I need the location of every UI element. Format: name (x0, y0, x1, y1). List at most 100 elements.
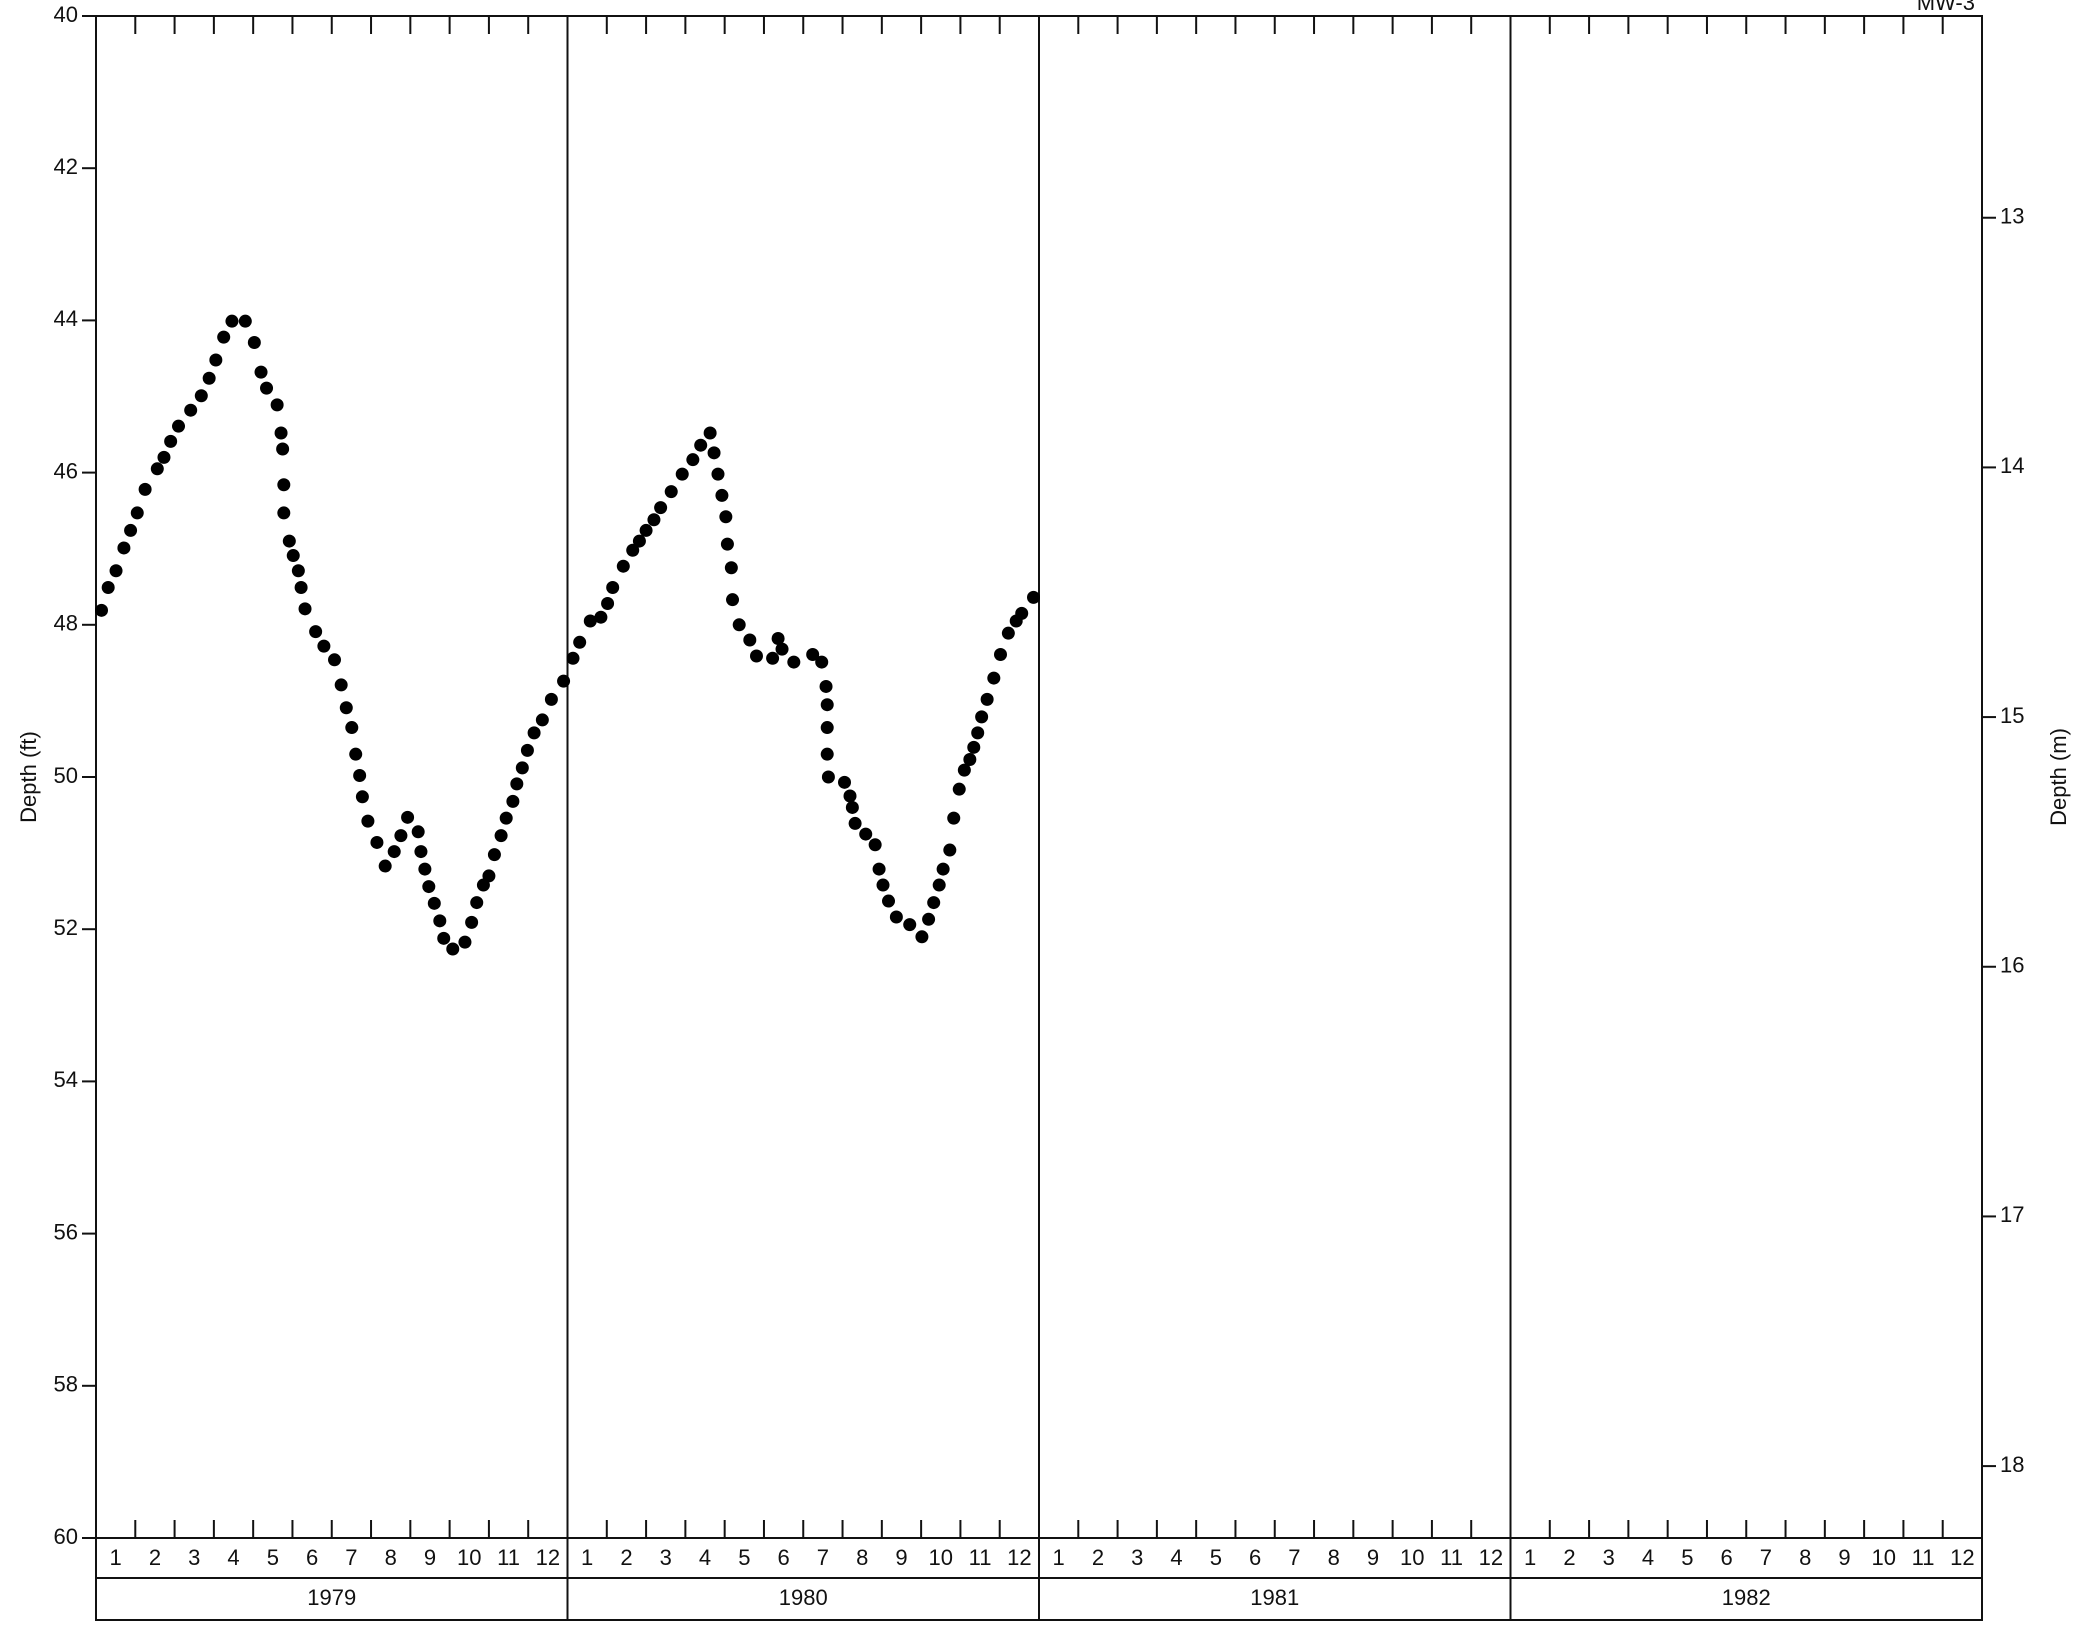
y2-axis-label: Depth (m) (2046, 728, 2071, 826)
x-tick-label: 12 (1479, 1545, 1503, 1570)
data-point (1026, 590, 1040, 604)
y2-tick-label: 18 (2000, 1452, 2024, 1477)
x-tick-label: 2 (1563, 1545, 1575, 1570)
x-tick-label: 3 (660, 1545, 672, 1570)
data-point (943, 843, 957, 857)
x-tick-label: 9 (895, 1545, 907, 1570)
x-tick-label: 7 (817, 1545, 829, 1570)
data-point (387, 845, 401, 859)
data-point (427, 896, 441, 910)
data-point (535, 713, 549, 727)
data-point (601, 596, 615, 610)
y-tick-label: 58 (54, 1372, 78, 1397)
data-point (947, 811, 961, 825)
data-point (1001, 626, 1015, 640)
data-point (694, 438, 708, 452)
x-tick-label: 1 (110, 1545, 122, 1570)
data-point (732, 618, 746, 632)
data-point (980, 692, 994, 706)
data-point (418, 862, 432, 876)
data-point (345, 721, 359, 735)
data-point (482, 869, 496, 883)
year-label: 1980 (779, 1585, 828, 1610)
x-tick-label: 4 (1170, 1545, 1182, 1570)
data-point (720, 537, 734, 551)
data-point (845, 800, 859, 814)
x-tick-label: 10 (1400, 1545, 1424, 1570)
data-point (238, 314, 252, 328)
data-point (370, 835, 384, 849)
data-point (843, 789, 857, 803)
data-point (922, 912, 936, 926)
data-point (859, 827, 873, 841)
data-point (164, 434, 178, 448)
x-tick-label: 5 (267, 1545, 279, 1570)
data-point (557, 674, 571, 688)
data-point (95, 603, 109, 617)
data-point (276, 442, 290, 456)
x-tick-label: 4 (1642, 1545, 1654, 1570)
x-tick-label: 6 (777, 1545, 789, 1570)
data-point (433, 914, 447, 928)
data-point (254, 365, 268, 379)
x-tick-label: 11 (1912, 1545, 1935, 1570)
data-point (527, 726, 541, 740)
x-tick-label: 11 (497, 1545, 520, 1570)
data-point (277, 506, 291, 520)
y-tick-label: 48 (54, 611, 78, 636)
data-point (711, 467, 725, 481)
data-point (987, 671, 1001, 685)
x-tick-label: 7 (1760, 1545, 1772, 1570)
x-tick-label: 12 (1007, 1545, 1031, 1570)
data-point (903, 918, 917, 932)
data-point (353, 768, 367, 782)
data-point (639, 523, 653, 537)
x-tick-label: 2 (149, 1545, 161, 1570)
data-point (260, 381, 274, 395)
data-point (270, 398, 284, 412)
data-point (209, 353, 223, 367)
data-point (573, 635, 587, 649)
data-point (138, 482, 152, 496)
data-point (544, 692, 558, 706)
x-tick-label: 2 (620, 1545, 632, 1570)
x-tick-label: 8 (385, 1545, 397, 1570)
data-point (437, 931, 451, 945)
data-point (932, 878, 946, 892)
data-point (124, 523, 138, 537)
data-point (771, 631, 785, 645)
data-point (971, 726, 985, 740)
x-tick-label: 4 (699, 1545, 711, 1570)
x-tick-label: 8 (1328, 1545, 1340, 1570)
x-tick-label: 1 (1524, 1545, 1536, 1570)
x-tick-label: 12 (536, 1545, 560, 1570)
data-point (422, 880, 436, 894)
x-tick-label: 5 (738, 1545, 750, 1570)
x-tick-label: 10 (1872, 1545, 1896, 1570)
y2-tick-label: 16 (2000, 953, 2024, 978)
data-point (277, 478, 291, 492)
x-tick-label: 11 (1440, 1545, 1463, 1570)
data-point (707, 446, 721, 460)
data-point (726, 593, 740, 607)
data-point (675, 467, 689, 481)
data-point (719, 510, 733, 524)
data-point (130, 506, 144, 520)
data-point (202, 371, 216, 385)
x-tick-label: 3 (1131, 1545, 1143, 1570)
data-point (915, 930, 929, 944)
data-point (820, 747, 834, 761)
data-point (952, 782, 966, 796)
y2-tick-label: 17 (2000, 1202, 2024, 1227)
x-tick-label: 10 (929, 1545, 953, 1570)
year-label: 1981 (1250, 1585, 1299, 1610)
x-tick-label: 7 (345, 1545, 357, 1570)
data-point (339, 701, 353, 715)
data-point (724, 561, 738, 575)
data-point (334, 678, 348, 692)
data-point (298, 602, 312, 616)
data-point (664, 485, 678, 499)
y-tick-label: 40 (54, 2, 78, 27)
x-tick-label: 7 (1288, 1545, 1300, 1570)
data-point (838, 775, 852, 789)
